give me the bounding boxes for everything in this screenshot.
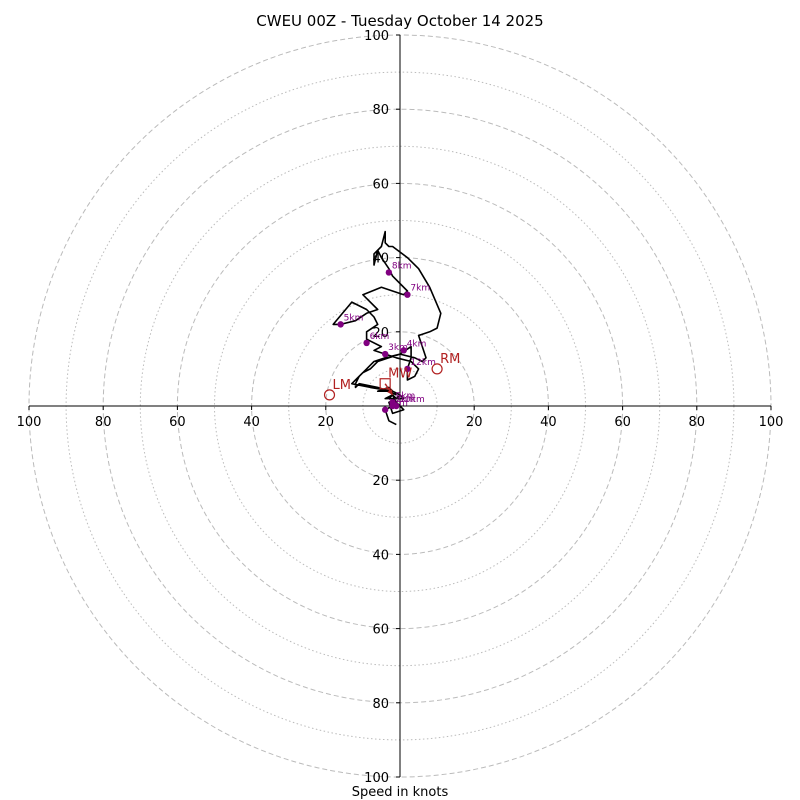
y-tick-label: 60: [372, 177, 389, 192]
height-marker: [385, 269, 393, 276]
height-marker-label: 8km: [392, 261, 412, 271]
height-marker-label: 7km: [410, 284, 430, 294]
tick-labels: 100 80 60 40 20 20 40 60 80 100100806040202040608…: [17, 29, 784, 786]
x-tick-label: 100: [759, 415, 784, 430]
height-marker-label: 4km: [407, 339, 427, 349]
x-tick-label: 80: [95, 415, 112, 430]
y-tick-label: 20: [372, 326, 389, 341]
height-marker-label: 9km: [396, 391, 416, 401]
height-marker-label: 10km: [399, 395, 424, 405]
height-marker: [404, 365, 411, 373]
storm-motion-label: RM: [440, 352, 460, 367]
y-tick-label: 20: [372, 474, 389, 489]
x-axis-label: Speed in knots: [352, 785, 449, 800]
height-marker: [381, 406, 389, 413]
storm-motion-markers: RM LM MW: [323, 352, 460, 401]
chart-title: CWEU 00Z - Tuesday October 14 2025: [256, 12, 543, 30]
height-marker-label: 3km: [388, 343, 408, 353]
storm-motion-label: MW: [388, 367, 412, 382]
x-tick-label: 100: [17, 415, 42, 430]
height-marker-label: 6km: [370, 332, 390, 342]
storm-motion-marker: [379, 378, 391, 390]
x-tick-label: 40: [540, 415, 557, 430]
height-marker-label: 2km: [396, 395, 416, 405]
height-marker: [337, 321, 344, 328]
y-tick-label: 40: [372, 548, 389, 563]
height-marker-label: 5km: [344, 313, 364, 323]
storm-motion-label: LM: [333, 378, 351, 393]
height-marker: [400, 347, 407, 354]
x-tick-label: 20: [318, 415, 335, 430]
height-marker: [393, 402, 400, 410]
x-tick-label: 60: [169, 415, 186, 430]
height-marker: [381, 350, 389, 358]
x-tick-label: 40: [243, 415, 260, 430]
y-tick-label: 80: [372, 103, 389, 118]
x-tick-label: 60: [614, 415, 631, 430]
wind-trace-line: [332, 230, 442, 426]
wind-trace: [332, 230, 442, 426]
storm-motion-marker: [431, 363, 443, 375]
y-tick-label: 100: [364, 771, 389, 786]
mean-wind-arrowhead: [387, 388, 393, 395]
height-marker: [363, 339, 370, 347]
y-tick-label: 80: [372, 697, 389, 712]
y-tick-label: 60: [372, 623, 389, 638]
height-marker: [404, 291, 411, 298]
height-marker-label: 12km: [410, 358, 435, 368]
x-tick-label: 80: [689, 415, 706, 430]
storm-motion-marker: [323, 389, 336, 401]
height-markers: 1km2km3km4km5km6km7km8km12km9km10km: [337, 261, 436, 413]
y-tick-label: 100: [364, 29, 389, 44]
x-tick-label: 20: [466, 415, 483, 430]
